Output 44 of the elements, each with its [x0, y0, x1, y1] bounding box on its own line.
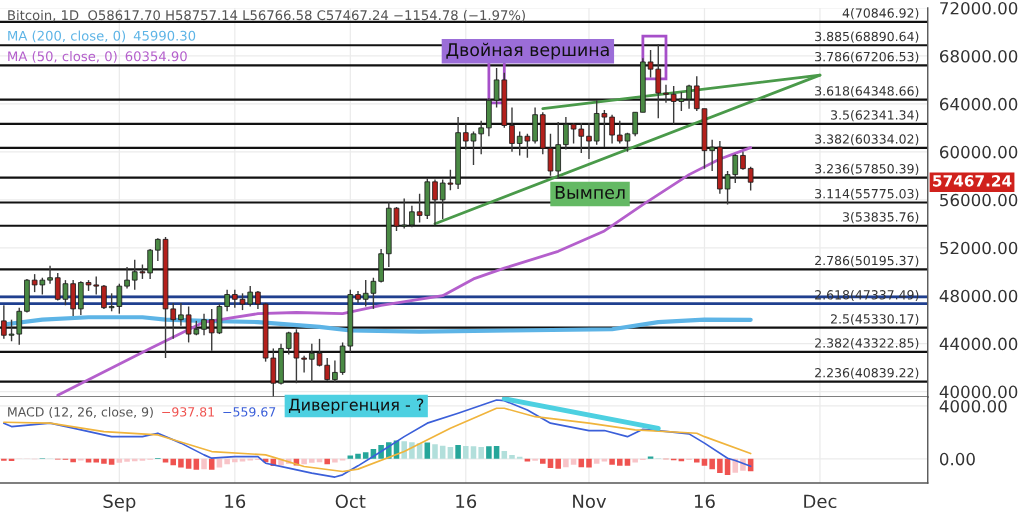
ref-line-label: 3.5(62341.34)	[831, 110, 919, 122]
annotation: Двойная вершина	[446, 42, 609, 60]
text: MA (50, close, 0)	[8, 51, 117, 63]
ref-line-label: 2.236(40839.22)	[815, 367, 919, 379]
ref-line-label: 2.618(47337.49)	[815, 289, 919, 302]
ref-line-label: 3.382(60334.02)	[815, 134, 919, 146]
annotation: 60354.90	[125, 51, 187, 62]
y-tick-label: 64000.00	[940, 97, 1018, 111]
chart-title: Bitcoin, 1D O58617.70 H58757.14 L56766.58 C57467.24 −1154.78 (−1.97%)	[8, 9, 525, 22]
ref-line-label: 2.786(50195.37)	[815, 255, 919, 267]
annotation: −559.67	[223, 407, 276, 417]
x-tick-label: Dec	[804, 494, 837, 509]
y-tick-label: 56000.00	[940, 193, 1018, 207]
y-tick-label: 68000.00	[940, 49, 1018, 63]
x-tick-label: 16	[694, 494, 715, 509]
ref-line-label: 4(70846.92)	[842, 8, 919, 20]
y-tick-label: 4000.00	[939, 399, 1007, 413]
text: MACD (12, 26, close, 9)	[8, 406, 153, 419]
text: 57467.24	[933, 175, 1012, 187]
y-tick-label: 0.00	[939, 452, 975, 466]
ref-line-label: 2.382(43322.85)	[815, 338, 919, 350]
y-tick-label: 52000.00	[940, 241, 1018, 255]
x-tick-label: 16	[456, 494, 477, 509]
ref-line-label: 3.885(68890.64)	[815, 31, 919, 43]
x-tick-label: 16	[225, 494, 246, 509]
x-tick-label: Oct	[335, 494, 366, 509]
ref-line-label: 2.5(45330.17)	[831, 313, 919, 326]
y-tick-label: 40000.00	[939, 385, 1018, 399]
y-tick-label: 72000.00	[940, 1, 1018, 15]
annotation: 45990.30	[133, 30, 196, 41]
ref-line-label: 3(53835.76)	[843, 211, 919, 224]
ref-line-label: 3.786(67206.53)	[815, 51, 919, 63]
annotation: Вымпел	[555, 186, 625, 199]
y-tick-label: 48000.00	[939, 289, 1018, 303]
ref-line-label: 3.114(55775.03)	[815, 188, 919, 200]
annotation: Дивергенция - ?	[288, 398, 424, 414]
text: MA (200, close, 0)	[8, 30, 126, 43]
annotation: −937.81	[162, 407, 214, 417]
x-tick-label: Sep	[103, 494, 136, 512]
ref-line-label: 3.236(57850.39)	[815, 163, 919, 175]
ref-line-label: 3.618(64348.66)	[815, 85, 919, 98]
x-tick-label: Nov	[573, 494, 607, 509]
y-tick-label: 44000.00	[939, 337, 1018, 351]
y-tick-label: 60000.00	[940, 145, 1018, 159]
